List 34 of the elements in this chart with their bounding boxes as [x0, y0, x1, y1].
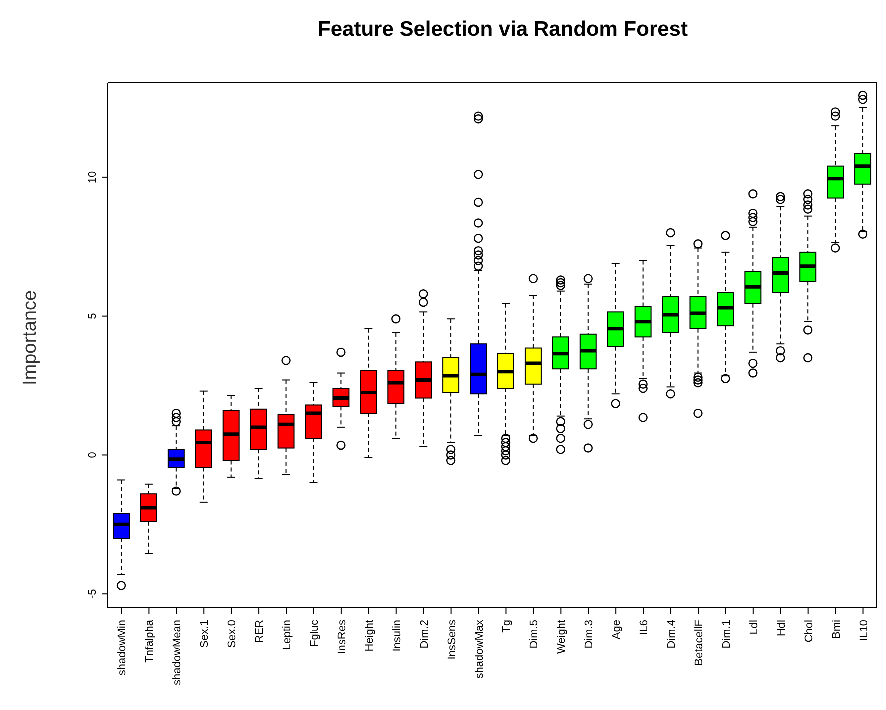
- x-tick-label: IL6: [638, 620, 651, 636]
- x-tick-label: shadowMin: [116, 620, 129, 676]
- x-tick-label: IL10: [858, 620, 870, 642]
- x-tick-label: InsRes: [336, 620, 348, 654]
- x-tick-label: Bmi: [830, 620, 843, 639]
- x-tick-label: Weight: [556, 620, 568, 654]
- y-axis-title: Importance: [20, 290, 42, 386]
- x-tick-label: Dim.4: [666, 620, 678, 649]
- x-tick-label: shadowMean: [172, 620, 184, 686]
- x-tick-label: Hdl: [776, 620, 788, 637]
- x-tick-label: Dim.1: [720, 620, 733, 649]
- x-tick-label: RER: [254, 620, 266, 644]
- y-tick-label: -5: [87, 589, 99, 599]
- x-tick-label: Sex.0: [226, 620, 239, 648]
- y-tick-label: 5: [87, 313, 99, 320]
- x-tick-label: InsSens: [446, 620, 458, 660]
- x-tick-label: Fgluc: [308, 620, 321, 647]
- chart-title: Feature Selection via Random Forest: [317, 17, 689, 43]
- y-tick-label: 10: [87, 171, 99, 184]
- x-tick-label: Tnfalpha: [144, 619, 156, 663]
- x-tick-label: Dim.5: [528, 620, 541, 649]
- x-tick-label: Chol: [803, 620, 816, 643]
- x-tick-label: shadowMax: [474, 620, 486, 679]
- x-tick-label: Insulin: [391, 620, 404, 652]
- x-tick-label: Ldl: [748, 620, 760, 635]
- x-tick-label: Height: [364, 620, 376, 652]
- x-tick-label: Tg: [501, 620, 514, 633]
- x-tick-label: Dim.3: [584, 620, 596, 649]
- x-tick-label: BetacellF: [693, 620, 706, 666]
- x-tick-label: Age: [611, 620, 624, 640]
- x-tick-label: Sex.1: [199, 620, 212, 648]
- x-tick-label: Dim.2: [418, 620, 431, 649]
- y-tick-label: 0: [87, 452, 99, 458]
- x-tick-label: Leptin: [282, 620, 294, 650]
